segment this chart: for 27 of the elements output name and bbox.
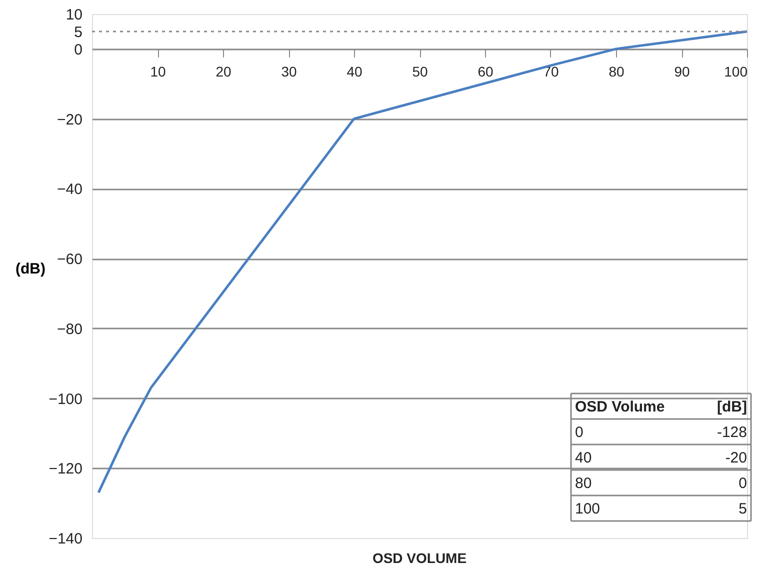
y-tick-label: −140 [48, 530, 82, 548]
y-tick-label: −40 [57, 181, 82, 198]
x-tick-label: 40 [346, 63, 362, 80]
x-tick-label: 60 [478, 63, 494, 80]
text: 100 5 [575, 500, 747, 518]
text: 40 -20 [575, 449, 747, 466]
x-axis-title: OSD VOLUME [372, 550, 467, 566]
y-tick-label: −60 [57, 251, 82, 268]
y-tick-label: −120 [48, 460, 82, 478]
y-axis-title: (dB) [16, 260, 46, 278]
x-tick-label: 80 [608, 63, 624, 80]
text: 0 -128 [575, 424, 747, 441]
y-tick-label: 10 [66, 6, 82, 24]
line-series [97, 30, 748, 494]
y-tick-label: −20 [57, 111, 82, 128]
x-tick-label: 20 [216, 63, 232, 80]
y-tick-label: −100 [48, 390, 82, 408]
text: OSD Volume [dB] [575, 398, 747, 416]
x-tick-label: 100 [724, 63, 748, 80]
y-tick-label: 0 [74, 41, 82, 58]
y-tick-label: 5 [74, 24, 82, 41]
x-tick-label: 30 [281, 63, 297, 80]
x-tick-label: 50 [412, 63, 428, 80]
text: 80 0 [575, 474, 747, 492]
y-tick-label: −80 [57, 320, 82, 338]
x-tick-label: 90 [674, 63, 690, 80]
x-tick-label: 10 [150, 63, 166, 80]
